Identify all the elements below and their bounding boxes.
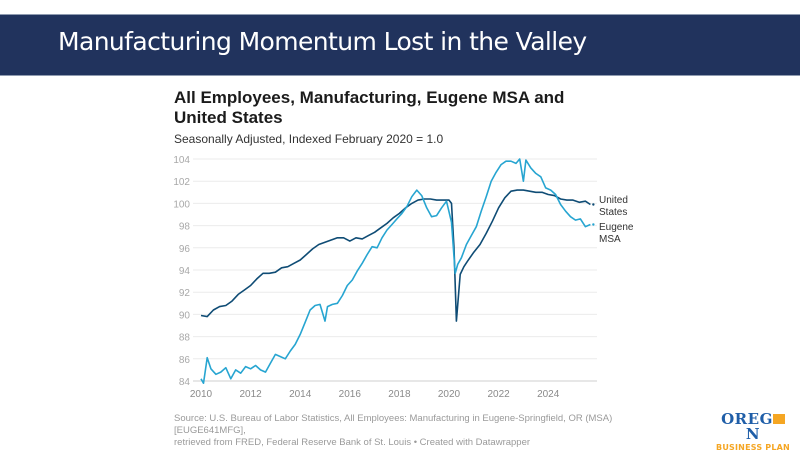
y-tick-label: 92 [179,288,191,299]
y-tick-label: 98 [179,222,191,233]
y-tick-label: 86 [179,355,191,366]
series-endpoint [592,223,595,226]
x-tick-label: 2012 [239,389,262,400]
series-label: Eugene [599,222,634,233]
x-axis-ticks: 2010 2012 2014 2016 2018 2020 2022 2024 [190,389,560,400]
x-tick-label: 2020 [438,389,461,400]
chart-subtitle: Seasonally Adjusted, Indexed February 20… [174,132,444,146]
x-tick-label: 2010 [190,389,213,400]
series-label: MSA [599,234,621,245]
y-tick-label: 84 [179,377,191,388]
y-tick-label: 88 [179,333,191,344]
series-label: States [599,207,627,218]
x-tick-label: 2016 [339,389,362,400]
x-tick-label: 2014 [289,389,312,400]
source-line-2: retrieved from FRED, Federal Reserve Ban… [174,437,531,448]
x-tick-label: 2018 [388,389,411,400]
gridlines [193,158,597,382]
x-tick-label: 2022 [487,389,510,400]
title-banner: Manufacturing Momentum Lost in the Valle… [0,14,800,76]
series-line-united-states [200,189,591,322]
y-tick-label: 102 [173,177,190,188]
logo-tagline: BUSINESS PLAN [716,443,790,452]
y-tick-label: 94 [179,266,191,277]
y-tick-label: 90 [179,310,191,321]
oregon-state-shape-icon [772,414,785,424]
series-endpoint [592,203,595,206]
y-tick-label: 96 [179,244,191,255]
logo-wordmark: OREGN [716,412,790,442]
oregon-business-plan-logo: OREGN BUSINESS PLAN [716,412,790,453]
y-tick-label: 104 [173,155,190,166]
y-tick-label: 100 [173,199,190,210]
source-line-1: Source: U.S. Bureau of Labor Statistics,… [174,413,613,436]
x-tick-label: 2024 [537,389,560,400]
series-lines [200,158,595,384]
source-note: Source: U.S. Bureau of Labor Statistics,… [174,413,644,449]
series-line-eugene-msa [200,158,591,384]
series-label: United [599,195,628,206]
slide-title: Manufacturing Momentum Lost in the Valle… [58,27,587,56]
chart-title: All Employees, Manufacturing, Eugene MSA… [174,88,565,127]
y-axis-ticks: 84 86 88 90 92 94 96 98 100 102 104 [173,155,190,388]
